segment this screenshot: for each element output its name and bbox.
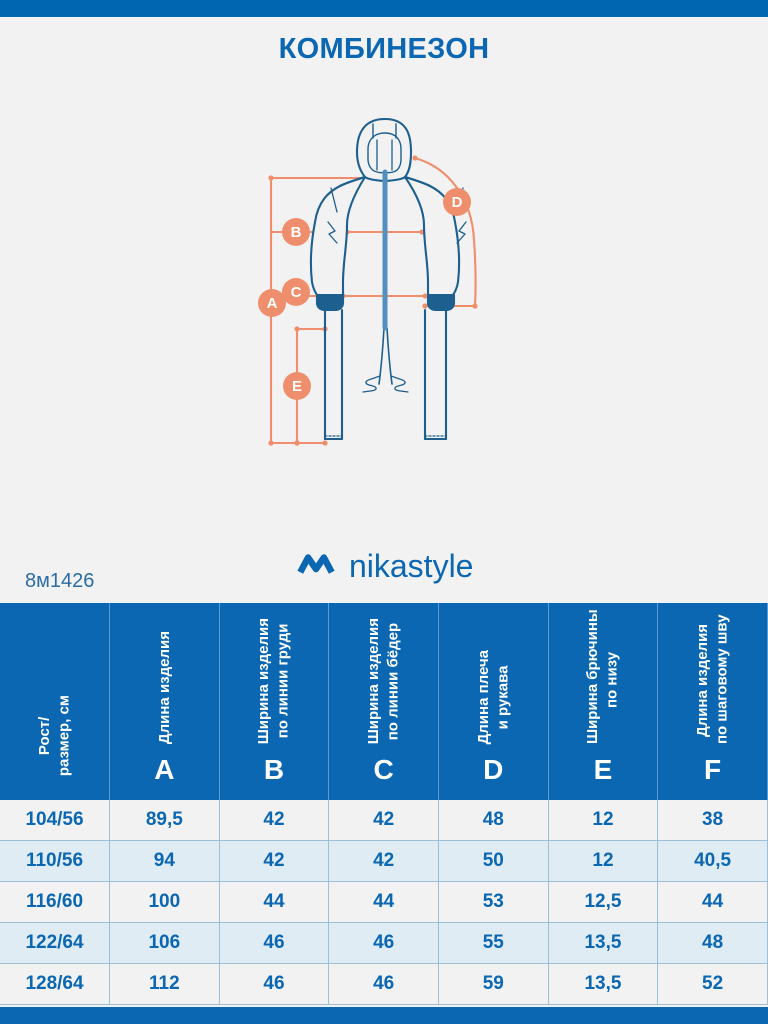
svg-text:D: D xyxy=(452,194,463,211)
svg-text:B: B xyxy=(291,224,302,241)
svg-text:E: E xyxy=(292,378,302,395)
svg-text:A: A xyxy=(267,295,278,312)
svg-text:C: C xyxy=(291,284,302,301)
